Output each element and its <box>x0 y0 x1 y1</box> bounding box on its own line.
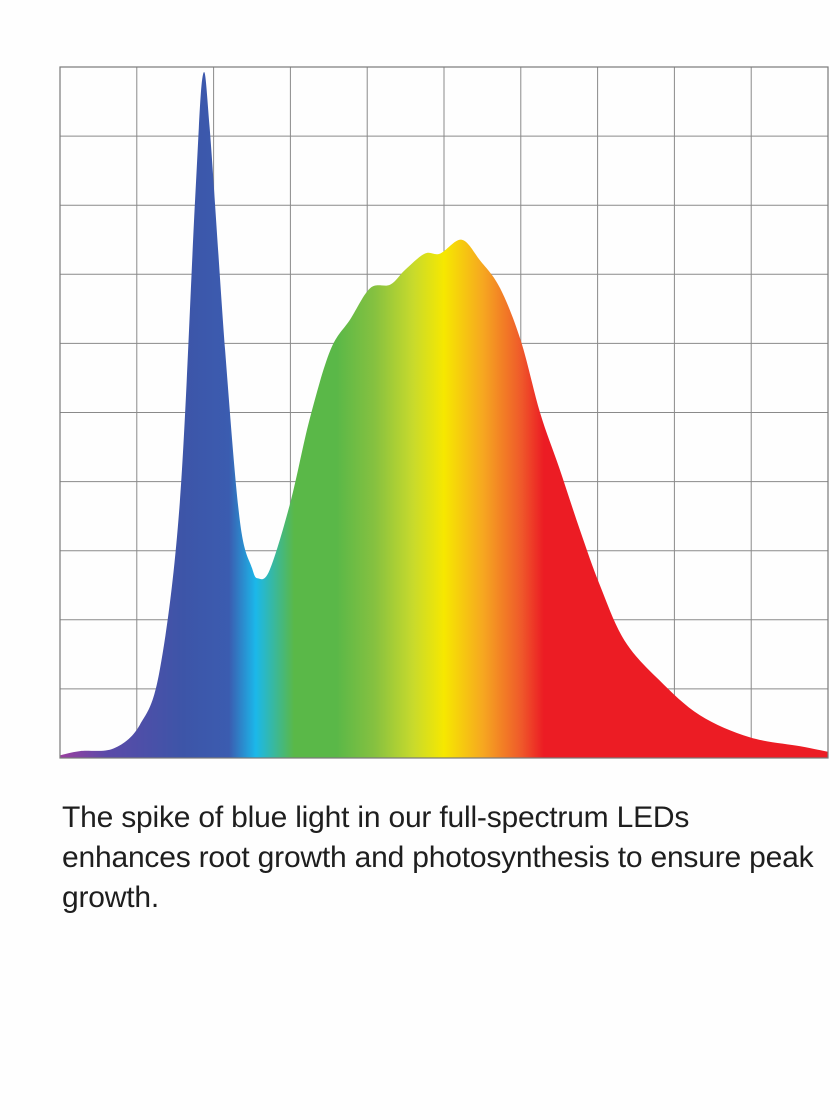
spectrum-area <box>60 72 828 758</box>
plot-frame <box>59 66 829 759</box>
caption: The spike of blue light in our full-spec… <box>62 801 814 914</box>
spectrum-chart <box>59 66 829 759</box>
